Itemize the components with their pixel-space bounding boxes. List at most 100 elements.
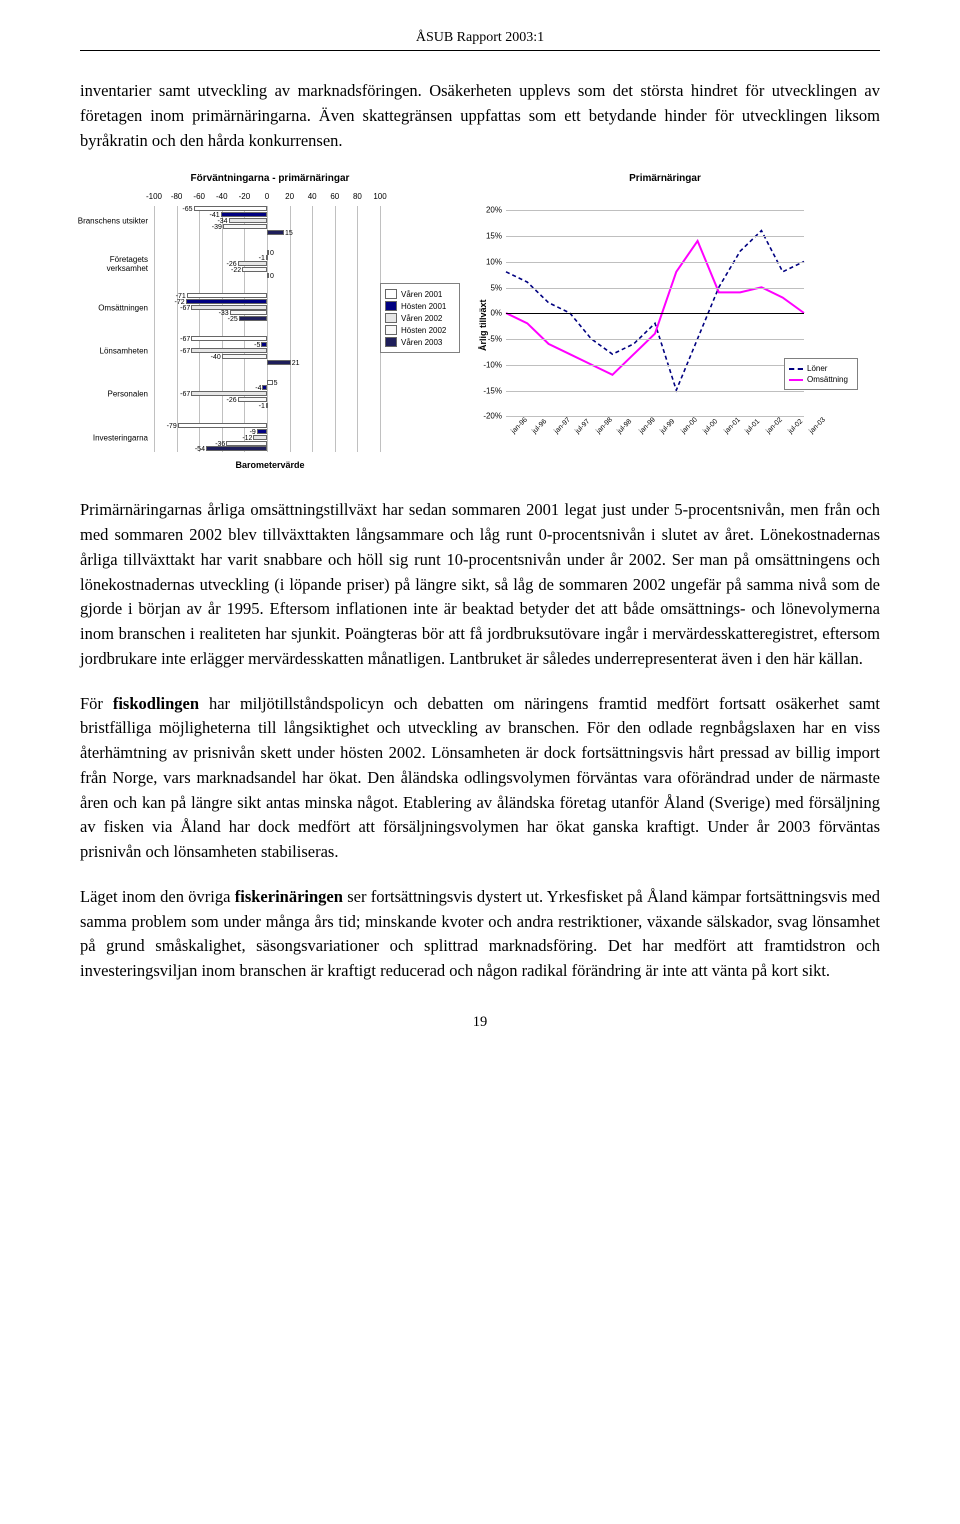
bar-segment: -12	[253, 435, 267, 440]
bar-value-label: 21	[292, 360, 300, 367]
bar-value-label: -54	[195, 446, 205, 453]
bar-chart-area: -100-80-60-40-20020406080100 -65-41-34-3…	[80, 188, 460, 472]
bar-value-label: -26	[226, 397, 236, 404]
bar-legend-item: Våren 2002	[385, 313, 455, 323]
bar-segment: -36	[226, 441, 267, 446]
line-xtick-label: jan-02	[766, 417, 785, 436]
bar-xtick-label: 100	[373, 192, 386, 201]
line-legend-item: Omsättning	[789, 375, 853, 384]
bar-legend-item: Hösten 2002	[385, 325, 455, 335]
bar-xtick-label: 20	[285, 192, 294, 201]
line-ytick-label: -5%	[488, 335, 502, 344]
bar-value-label: -22	[231, 267, 241, 274]
bar-xtick-label: -100	[146, 192, 162, 201]
bar-chart: Förväntningarna - primärnäringar -100-80…	[80, 173, 460, 472]
bar-segment: -1	[266, 255, 268, 260]
bar-value-label: -67	[180, 336, 190, 343]
bar-segment: -26	[238, 261, 267, 266]
line-xtick-label: jan-99	[638, 417, 657, 436]
bar-segment: -1	[266, 403, 268, 408]
bar-segment: -34	[229, 218, 267, 223]
para4-pre: Läget inom den övriga	[80, 887, 235, 906]
line-ytick-label: -15%	[483, 386, 502, 395]
paragraph-4: Läget inom den övriga fiskerinäringen se…	[80, 885, 880, 984]
para3-bold: fiskodlingen	[113, 694, 199, 713]
para3-pre: För	[80, 694, 113, 713]
line-ytick-label: -10%	[483, 360, 502, 369]
bar-segment: 0	[267, 273, 269, 278]
bar-value-label: 0	[270, 273, 274, 280]
bar-segment: -25	[239, 316, 267, 321]
running-header: ÅSUB Rapport 2003:1	[80, 30, 880, 51]
bar-segment: -54	[206, 446, 267, 451]
bar-value-label: -67	[180, 348, 190, 355]
line-chart-plot	[506, 210, 804, 416]
line-chart-title: Primärnäringar	[476, 173, 854, 184]
bar-segment: -39	[223, 224, 267, 229]
line-xtick-label: jul-99	[659, 418, 676, 435]
bar-segment: -5	[261, 342, 267, 347]
charts-row: Förväntningarna - primärnäringar -100-80…	[80, 173, 880, 472]
line-chart: Primärnäringar Årlig tillväxt -20%-15%-1…	[476, 173, 854, 472]
bar-category-label: Lönsamheten	[76, 346, 148, 355]
line-xtick-label: jul-02	[787, 418, 804, 435]
bar-value-label: -39	[212, 224, 222, 231]
bar-segment: 0	[267, 250, 269, 255]
line-xtick-label: jul-96	[532, 418, 549, 435]
bar-segment: -33	[230, 310, 267, 315]
bar-value-label: -40	[211, 354, 221, 361]
bar-segment: -67	[191, 305, 267, 310]
bar-segment: 21	[267, 360, 291, 365]
bar-xtick-label: -60	[193, 192, 205, 201]
line-xtick-label: jan-97	[553, 417, 572, 436]
bar-legend-item: Våren 2003	[385, 337, 455, 347]
bar-segment: -9	[257, 429, 267, 434]
bar-value-label: 5	[274, 380, 278, 387]
line-series	[506, 231, 804, 391]
line-xtick-label: jul-97	[574, 418, 591, 435]
bar-xtick-label: 40	[308, 192, 317, 201]
bar-segment: -67	[191, 391, 267, 396]
bar-segment: -4	[262, 385, 267, 390]
bar-segment: 5	[267, 380, 273, 385]
bar-segment: -22	[242, 267, 267, 272]
bar-value-label: -1	[259, 403, 265, 410]
line-xtick-label: jul-00	[702, 418, 719, 435]
line-ytick-label: 20%	[486, 206, 502, 215]
bar-value-label: -25	[228, 316, 238, 323]
bar-segment: -71	[187, 293, 267, 298]
paragraph-3: För fiskodlingen har miljötillståndspoli…	[80, 692, 880, 865]
bar-value-label: -65	[182, 206, 192, 213]
para4-bold: fiskerinäringen	[235, 887, 343, 906]
bar-chart-title: Förväntningarna - primärnäringar	[80, 173, 460, 184]
bar-category-label: Företagets verksamhet	[76, 255, 148, 273]
page-number: 19	[80, 1014, 880, 1031]
paragraph-1: inventarier samt utveckling av marknadsf…	[80, 79, 880, 153]
para3-rest: har miljötillståndspolicyn och debatten …	[80, 694, 880, 862]
line-xtick-label: jul-98	[617, 418, 634, 435]
bar-segment: -65	[194, 206, 267, 211]
line-chart-area: Årlig tillväxt -20%-15%-10%-5%0%5%10%15%…	[476, 188, 854, 458]
line-ytick-label: 15%	[486, 232, 502, 241]
line-chart-legend: Löner Omsättning	[784, 358, 858, 390]
bar-segment: -26	[238, 397, 267, 402]
line-xtick-label: jan-03	[808, 417, 827, 436]
bar-xtick-label: -20	[239, 192, 251, 201]
bar-segment: -67	[191, 336, 267, 341]
bar-segment: -41	[221, 212, 267, 217]
bar-chart-plot: -100-80-60-40-20020406080100 -65-41-34-3…	[154, 206, 380, 452]
paragraph-2: Primärnäringarnas årliga omsättningstill…	[80, 498, 880, 671]
line-legend-item: Löner	[789, 364, 853, 373]
line-xtick-label: jan-96	[510, 417, 529, 436]
bar-category-label: Personalen	[76, 390, 148, 399]
bar-chart-xlabel: Barometervärde	[80, 460, 460, 470]
bar-legend-item: Våren 2001	[385, 289, 455, 299]
bar-segment: -67	[191, 348, 267, 353]
bar-xtick-label: -80	[171, 192, 183, 201]
bar-xtick-label: 0	[265, 192, 269, 201]
bar-value-label: -67	[180, 391, 190, 398]
bar-value-label: 15	[285, 230, 293, 237]
bar-category-label: Investeringarna	[76, 433, 148, 442]
bar-segment: -40	[222, 354, 267, 359]
line-ytick-label: 10%	[486, 257, 502, 266]
